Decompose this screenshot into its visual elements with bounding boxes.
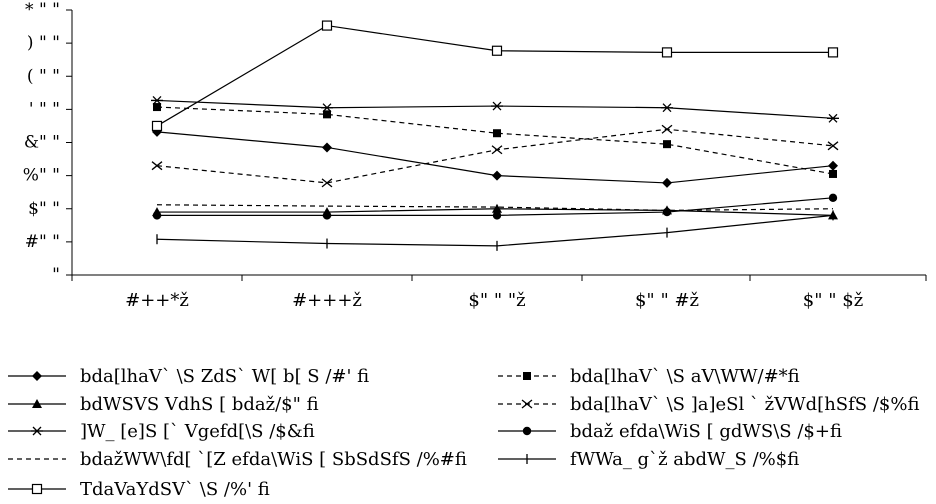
- diamond-marker: [32, 371, 42, 381]
- x-marker: [661, 124, 673, 134]
- open-square-marker: [31, 483, 43, 495]
- square-marker: [829, 169, 837, 178]
- x-marker: [521, 399, 533, 409]
- y-tick-label: * " ": [25, 0, 60, 20]
- legend-item: bda[lhaV` \S ]a]eSl ` žVWd[hSfS /$%fi: [498, 394, 919, 415]
- series-8: [156, 210, 834, 251]
- legend-item: bda[lhaV` \S aV\WW/#*fi: [498, 366, 800, 387]
- series-6: [152, 193, 838, 220]
- x-marker: [321, 178, 333, 188]
- x-marker: [151, 161, 163, 171]
- x-tick-label: #+++ž: [292, 290, 362, 311]
- open-square-marker: [321, 20, 333, 31]
- open-square-marker: [151, 120, 163, 132]
- diamond-marker: [152, 126, 162, 137]
- legend-label: bda[lhaV` \S ZdS` W[ b[ S /#' fi: [80, 366, 369, 387]
- x-tick-label: $" " "ž: [468, 290, 525, 311]
- legend-item: bdažWW\fd[ `[Z efda\WiS [ SbSdSfS /%#fi: [8, 449, 467, 470]
- legend-label: ]W_ [e]S [` Vgefd[\S /$&fi: [80, 421, 315, 442]
- legend-label: TdaVaYdSV` \S /%' fi: [80, 479, 270, 500]
- legend: bda[lhaV` \S ZdS` W[ b[ S /#' fi bda[lhaV…: [8, 366, 919, 500]
- series-line: [156, 214, 834, 247]
- series-4: [151, 124, 839, 188]
- circle-marker: [492, 211, 502, 220]
- diamond-marker: [828, 160, 838, 171]
- legend-label: bdažWW\fd[ `[Z efda\WiS [ SbSdSfS /%#fi: [80, 449, 467, 470]
- square-marker: [663, 140, 671, 149]
- series-line: [156, 99, 834, 119]
- series-5: [151, 95, 839, 123]
- diamond-marker: [662, 177, 672, 188]
- legend-label: bdaž efda\WiS [ gdWS\S /$+fi: [570, 421, 842, 442]
- square-marker: [153, 103, 161, 112]
- series-line: [156, 106, 834, 175]
- y-tick-label: $" ": [28, 199, 60, 219]
- circle-marker: [322, 211, 332, 220]
- open-square-marker: [491, 45, 503, 56]
- legend-label: bdWSVS VdhS [ bdaž/$" fi: [80, 394, 319, 415]
- y-tick-label: #" ": [25, 232, 60, 252]
- square-marker: [493, 129, 501, 138]
- y-tick-label: &" ": [24, 133, 60, 153]
- circle-marker: [152, 211, 162, 220]
- x-marker: [491, 145, 503, 155]
- series-layer: [151, 20, 839, 251]
- series-9: [151, 20, 839, 132]
- star-marker: [31, 426, 43, 436]
- x-marker: [827, 141, 839, 151]
- y-tick-label: ) " ": [27, 33, 60, 53]
- x-tick-label: $" " $ž: [803, 290, 863, 311]
- square-marker: [323, 110, 331, 119]
- y-tick-label: ( " ": [27, 66, 60, 86]
- diamond-marker: [322, 142, 332, 153]
- circle-marker: [828, 193, 838, 203]
- triangle-marker: [32, 399, 42, 408]
- legend-item: bdWSVS VdhS [ bdaž/$" fi: [8, 394, 319, 415]
- square-marker: [523, 372, 531, 380]
- star-marker: [827, 113, 839, 123]
- legend-item: ]W_ [e]S [` Vgefd[\S /$&fi: [8, 421, 315, 442]
- series-1: [152, 126, 838, 188]
- circle-marker: [662, 207, 672, 217]
- y-tick-label: ' " ": [29, 99, 60, 119]
- diamond-marker: [492, 170, 502, 181]
- x-tick-label: #++*ž: [125, 290, 189, 311]
- legend-item: bda[lhaV` \S ZdS` W[ b[ S /#' fi: [8, 366, 369, 387]
- y-tick-label: %" ": [23, 166, 60, 186]
- circle-marker: [522, 426, 532, 436]
- triangle-marker: [492, 203, 502, 213]
- star-marker: [661, 103, 673, 113]
- open-square-marker: [827, 47, 839, 58]
- x-tick-label: $" " #ž: [635, 290, 699, 311]
- legend-item: fWWa_ g`ž abdW_S /%$fi: [498, 449, 799, 470]
- star-marker: [151, 95, 163, 105]
- series-2: [153, 103, 837, 178]
- axes: " #" " $" " %" " &" " ' " " ( " " ) " " * " " #++…: [23, 0, 927, 311]
- star-marker: [321, 103, 333, 113]
- legend-item: bdaž efda\WiS [ gdWS\S /$+fi: [498, 421, 842, 442]
- star-marker: [491, 101, 503, 111]
- legend-label: bda[lhaV` \S ]a]eSl ` žVWd[hSfS /$%fi: [570, 394, 919, 415]
- y-tick-label: ": [52, 265, 60, 285]
- legend-label: bda[lhaV` \S aV\WW/#*fi: [570, 366, 800, 387]
- open-square-marker: [661, 47, 673, 58]
- legend-label: fWWa_ g`ž abdW_S /%$fi: [570, 449, 799, 470]
- legend-item: TdaVaYdSV` \S /%' fi: [8, 479, 270, 500]
